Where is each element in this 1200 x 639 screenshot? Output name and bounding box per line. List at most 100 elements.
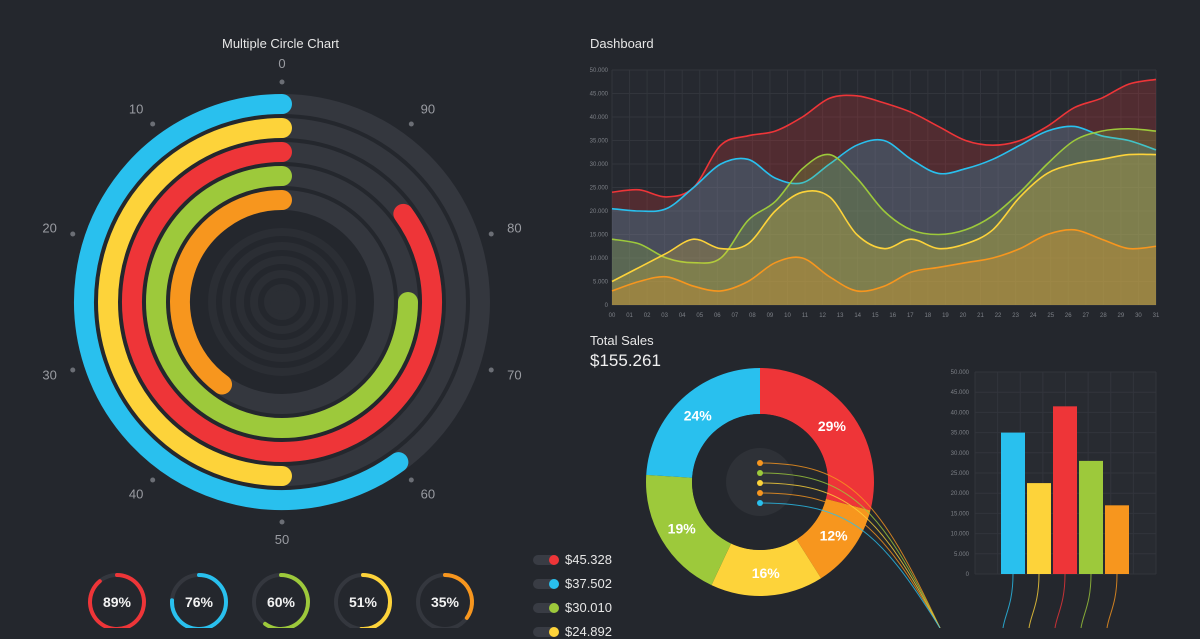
area-fill-blue [612,126,1156,306]
legend-dot [549,555,559,565]
tick-dot [279,79,285,85]
area-fill-orange [612,229,1156,305]
donut-label: 29% [818,418,847,434]
connector-dot [757,490,763,496]
tick-label: 70 [507,368,521,383]
y-tick-label: 0 [605,303,609,309]
area-fill-yellow [612,154,1156,305]
y-tick-label: 45.000 [590,92,609,98]
tick-label: 20 [42,220,56,235]
legend-pill [533,603,559,613]
tick-dot [488,367,494,373]
tick-dot [150,477,156,483]
inner-ring [264,284,300,320]
area-fill-green [612,128,1156,305]
x-tick-label: 14 [854,313,861,319]
x-tick-label: 31 [1153,313,1160,319]
tick-label: 0 [278,56,285,71]
bar-y-tick-label: 50.000 [951,370,970,376]
bar-y-tick-label: 15.000 [951,511,970,517]
bar-y-tick-label: 20.000 [951,491,970,497]
x-tick-label: 17 [907,313,914,319]
gauge-row: 89% 76% 60% 51% 35% [88,573,474,628]
radial-bar-green [146,166,418,438]
radial-bar-yellow [98,118,292,486]
inner-ring [208,228,356,376]
x-tick-label: 26 [1065,313,1072,319]
donut-slice-red [760,368,874,511]
tick-label: 60 [421,487,435,502]
connector-line [759,462,941,628]
bar-orange [1105,505,1129,574]
tick-label: 90 [421,101,435,116]
bar-yellow [1027,483,1051,574]
donut-slice-orange [796,498,871,579]
radial-bar-blue [74,94,409,510]
x-tick-label: 27 [1082,313,1089,319]
center-dot [270,290,294,314]
bar-y-tick-label: 40.000 [951,410,970,416]
gauge-label: 51% [349,594,378,610]
tick-dot [279,519,285,525]
gauge-arc-red [88,573,146,628]
circle-chart-title: Multiple Circle Chart [222,36,340,51]
x-tick-label: 13 [837,313,844,319]
area-line-blue [611,125,1157,213]
y-tick-label: 35.000 [590,139,609,145]
x-tick-label: 24 [1030,313,1037,319]
x-tick-label: 08 [749,313,756,319]
x-tick-label: 11 [802,313,809,319]
gauge-arc-blue [170,573,228,628]
connector-dot [757,470,763,476]
legend-dot [549,579,559,589]
legend-dot [549,627,559,637]
inner-ring [236,256,328,348]
legend-value: $24.892 [565,624,612,639]
donut-slice-green [646,474,732,586]
x-tick-label: 18 [925,313,932,319]
tick-label: 10 [129,101,143,116]
x-tick-label: 09 [767,313,774,319]
inner-ring [250,270,314,334]
x-tick-label: 20 [960,313,967,319]
x-tick-label: 29 [1118,313,1125,319]
tick-dot [70,367,76,373]
donut-label: 24% [684,408,713,424]
tick-dot [488,231,494,237]
x-tick-label: 19 [942,313,949,319]
connector-dot [757,500,763,506]
x-tick-label: 21 [977,313,984,319]
bar-y-tick-label: 30.000 [951,451,970,457]
x-tick-label: 00 [609,313,616,319]
x-tick-label: 07 [731,313,738,319]
y-tick-label: 25.000 [590,186,609,192]
donut-slice-yellow [711,539,822,596]
x-tick-label: 30 [1135,313,1142,319]
x-tick-label: 04 [679,313,686,319]
x-tick-label: 16 [889,313,896,319]
tick-dot [70,231,76,237]
x-tick-label: 05 [696,313,703,319]
tick-label: 30 [42,368,56,383]
bar-y-tick-label: 25.000 [951,471,970,477]
gauge-label: 76% [185,594,214,610]
tick-dot [408,477,414,483]
area-line-orange [611,228,1157,293]
y-tick-label: 15.000 [590,233,609,239]
legend-value: $37.502 [565,576,612,591]
gauge-label: 35% [431,594,460,610]
bar-connector [1028,573,1040,628]
x-tick-label: 22 [995,313,1002,319]
connector-line [759,482,941,628]
connector-line [759,472,941,628]
bar-green [1079,460,1103,574]
connector-dot [757,460,763,466]
bar-blue [1001,432,1025,574]
gauge-label: 60% [267,594,296,610]
x-tick-label: 15 [872,313,879,319]
bar-y-tick-label: 45.000 [951,390,970,396]
tick-dot [150,121,156,127]
x-tick-label: 23 [1012,313,1019,319]
